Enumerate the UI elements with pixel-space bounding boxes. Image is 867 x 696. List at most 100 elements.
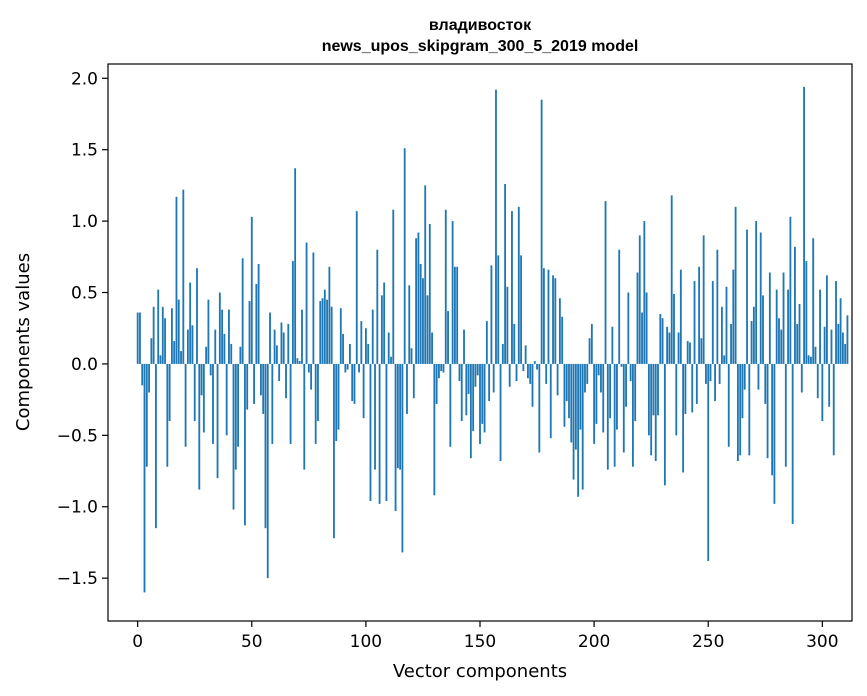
- x-axis-label: Vector components: [393, 661, 567, 682]
- bar: [565, 363, 568, 402]
- bar: [837, 323, 840, 364]
- bar: [367, 343, 370, 364]
- bar: [355, 211, 358, 364]
- bar: [196, 268, 198, 364]
- bar: [360, 321, 363, 364]
- bar: [170, 308, 173, 364]
- bar: [244, 363, 246, 526]
- bar: [335, 363, 338, 442]
- bar: [570, 363, 573, 443]
- bar: [207, 299, 210, 364]
- x-tick-label: 150: [464, 632, 496, 652]
- bar: [609, 363, 611, 419]
- bar: [632, 363, 634, 467]
- bar: [584, 363, 586, 393]
- bar: [716, 249, 719, 364]
- bar: [768, 272, 771, 364]
- bar: [291, 261, 294, 364]
- bar: [157, 289, 160, 364]
- bar: [485, 321, 488, 364]
- bar: [622, 363, 625, 453]
- bar: [376, 249, 379, 364]
- bar: [139, 312, 141, 364]
- bar: [175, 196, 178, 364]
- bar: [202, 363, 205, 433]
- bar: [273, 329, 276, 364]
- bar: [643, 221, 646, 364]
- bar: [216, 363, 219, 479]
- bar: [474, 363, 477, 387]
- bar: [390, 356, 392, 364]
- bar: [613, 363, 616, 467]
- bar: [184, 363, 187, 447]
- bar: [791, 363, 794, 524]
- bar: [374, 363, 376, 470]
- bar: [483, 363, 486, 433]
- bar: [328, 266, 331, 364]
- bar: [410, 348, 413, 364]
- bar: [508, 363, 511, 387]
- bar: [568, 363, 570, 419]
- bar-series: [136, 86, 849, 593]
- bar: [383, 282, 386, 364]
- bar: [654, 363, 657, 462]
- bar: [748, 363, 751, 456]
- bar: [285, 363, 287, 399]
- bar: [490, 265, 493, 364]
- bar: [533, 361, 536, 364]
- bar: [260, 363, 262, 396]
- bar: [307, 363, 310, 373]
- bar: [234, 363, 237, 470]
- bar: [714, 363, 716, 402]
- bar: [705, 363, 707, 384]
- bar: [440, 363, 443, 372]
- bar: [732, 269, 735, 364]
- bar: [449, 363, 452, 447]
- bar: [721, 306, 723, 364]
- bar: [205, 346, 208, 364]
- bar: [586, 363, 589, 384]
- bar: [750, 321, 753, 364]
- bar: [294, 168, 297, 364]
- bar: [282, 332, 285, 364]
- bar: [554, 278, 557, 364]
- bar: [574, 363, 577, 450]
- bar: [412, 363, 415, 399]
- bar: [296, 358, 299, 364]
- bar: [800, 363, 803, 393]
- bar: [620, 363, 623, 367]
- bar: [264, 363, 267, 529]
- bar: [312, 252, 315, 364]
- bar: [618, 249, 621, 364]
- bar: [727, 363, 730, 447]
- bar: [408, 285, 411, 364]
- x-tick-label: 50: [241, 632, 263, 652]
- bar: [684, 363, 687, 414]
- bar: [380, 295, 383, 364]
- bar: [821, 363, 824, 422]
- bar: [616, 363, 618, 430]
- bar: [832, 363, 835, 456]
- bar: [812, 238, 815, 364]
- bar: [547, 269, 550, 364]
- y-axis: −1.5 −1.0 −0.5 0.0 0.5 1.0 1.5 2.0: [57, 69, 108, 589]
- bar: [597, 363, 600, 376]
- bar: [561, 316, 564, 364]
- bar: [433, 363, 436, 496]
- bar: [595, 363, 598, 424]
- bar: [504, 183, 507, 364]
- bar: [168, 363, 171, 422]
- bar: [230, 343, 233, 364]
- bar: [303, 363, 306, 470]
- bar: [604, 201, 607, 364]
- bar: [645, 292, 648, 364]
- bar: [577, 363, 580, 497]
- bar: [479, 363, 481, 444]
- bar: [794, 246, 796, 364]
- x-axis: 0 50 100 150 200 250 300: [132, 621, 839, 652]
- bar: [572, 363, 575, 480]
- bar: [424, 185, 427, 364]
- bar: [451, 221, 454, 364]
- bar: [161, 306, 164, 364]
- bar: [401, 363, 404, 553]
